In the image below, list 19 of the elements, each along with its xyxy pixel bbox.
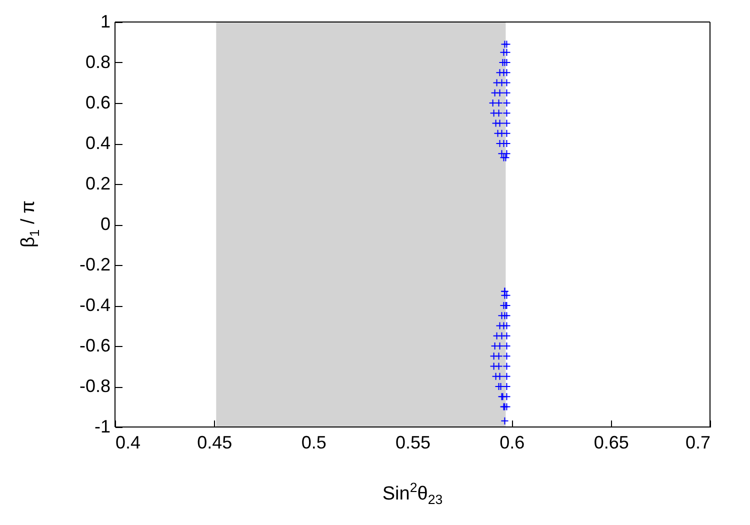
- y-tick-label: -0.6: [79, 336, 110, 356]
- x-tick-label: 0.65: [594, 432, 629, 452]
- x-tick-label: 0.6: [500, 432, 525, 452]
- y-tick-label: 0.4: [85, 133, 110, 153]
- y-tick-label: 0.2: [85, 174, 110, 194]
- y-tick-label: 1: [100, 12, 110, 32]
- y-tick-label: 0.8: [85, 52, 110, 72]
- x-tick-label: 0.7: [685, 432, 710, 452]
- y-tick-label: -0.2: [79, 254, 110, 274]
- x-tick-label: 0.5: [301, 432, 326, 452]
- x-tick-label: 0.55: [395, 432, 431, 452]
- y-tick-label: -0.8: [79, 376, 110, 396]
- x-tick-label: 0.45: [197, 432, 232, 452]
- y-tick-label: -0.4: [79, 295, 110, 315]
- y-tick-label: -1: [94, 416, 110, 436]
- y-tick-label: 0.6: [85, 92, 110, 112]
- y-tick-label: 0: [100, 214, 110, 234]
- x-axis-title: Sin$^{2}$θ$_{23}$: [381, 480, 444, 508]
- x-tick-label: 0.4: [116, 432, 141, 452]
